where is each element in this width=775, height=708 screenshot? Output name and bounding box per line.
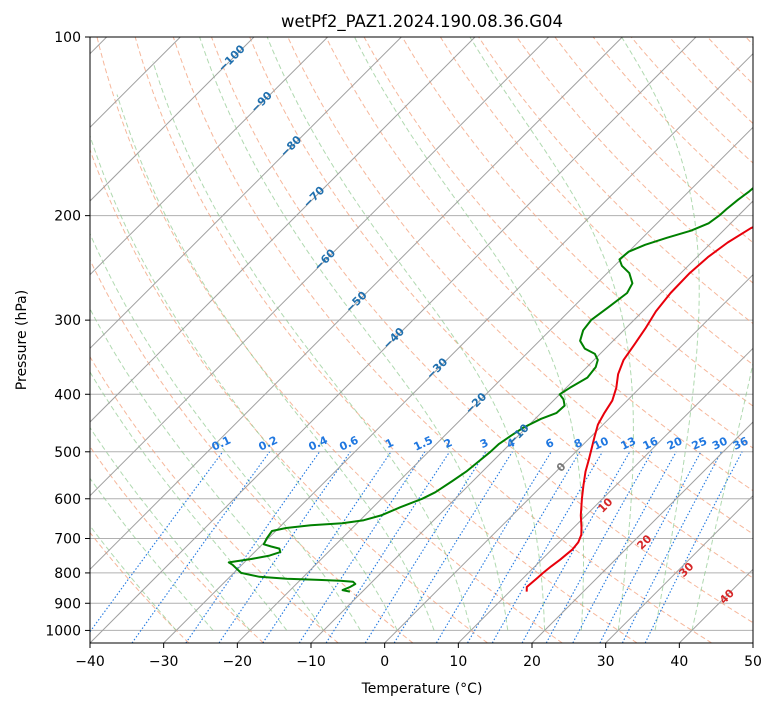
mixing-ratio-label: 13 [619,434,638,452]
x-tick-label: 40 [670,654,688,670]
x-tick-label: 10 [449,654,467,670]
mixing-ratio-label: 16 [641,434,661,452]
isotherm-line [310,200,753,643]
isotherm-line [90,37,255,202]
isotherm-line [531,421,753,643]
y-tick-label: 300 [54,313,81,329]
mixing-ratio-line [644,451,743,643]
x-tick-label: −20 [223,654,253,670]
isotherm-line [605,494,753,643]
moist-adiabat-line [469,37,634,631]
y-axis: 100 200 300 400 500 600 700 800 900 1000 [45,30,90,639]
y-axis-label: Pressure (hPa) [14,290,30,390]
dry-adiabat-line [90,531,190,643]
dry-adiabat-line [287,37,753,535]
y-tick-label: 800 [54,566,81,582]
moist-adiabat-line [266,37,546,631]
dry-adiabat-line [96,37,563,643]
series-layer [227,186,753,593]
mixing-ratio-label: 30 [710,434,730,452]
y-tick-label: 100 [54,30,81,46]
x-tick-label: 20 [523,654,541,670]
moist-adiabat-line [199,37,509,631]
temperature-profile-line [525,226,753,592]
isotherm-line [236,126,753,643]
mixing-ratio-line [218,451,351,643]
isotherm-line [90,37,329,276]
y-tick-label: 200 [54,209,81,225]
x-tick-label: −40 [75,654,105,670]
y-tick-label: 600 [54,492,81,508]
mixing-ratio-line [491,451,603,643]
mixing-ratio-label: 25 [690,434,709,452]
dry-adiabat-line [90,258,414,643]
mixing-ratio-line [90,451,224,633]
y-tick-label: 500 [54,445,81,461]
background-lines [90,37,753,643]
moist-adiabat-line [90,307,325,631]
mixing-ratio-label: 20 [665,434,685,452]
mixing-ratio-line [298,451,426,643]
x-tick-label: 0 [380,654,389,670]
moist-adiabat-line [354,37,584,631]
x-tick-label: 50 [744,654,762,670]
y-tick-label: 900 [54,596,81,612]
dry-adiabat-line [592,37,753,204]
y-tick-label: 1000 [45,623,81,639]
moist-adiabat-line [90,371,288,631]
mixing-ratio-line [364,451,487,643]
mixing-ratio-line [572,451,677,643]
dry-adiabat-line [401,37,753,407]
isotherm-line [384,273,753,643]
dry-adiabat-line [439,37,753,366]
moist-adiabat-line [90,426,251,631]
mixing-ratio-line [599,451,702,643]
isotherm-line [90,37,550,497]
isotherm-line [90,37,623,571]
moist-adiabat-line [691,361,753,631]
x-tick-label: −30 [149,654,179,670]
x-tick-label: −10 [296,654,326,670]
y-tick-label: 700 [54,532,81,548]
moist-adiabat-line [621,37,700,631]
x-tick-label: 30 [597,654,615,670]
moist-adiabat-line [152,61,472,631]
mixing-ratio-line [185,451,321,643]
x-axis-label: Temperature (°C) [361,681,483,697]
plot-frame [89,36,754,644]
dry-adiabat-line [211,37,753,624]
chart-title: wetPf2_PAZ1.2024.190.08.36.G04 [281,12,563,32]
dewpoint-profile-line [227,186,753,593]
dry-adiabat-line [325,37,753,492]
y-tick-label: 400 [54,387,81,403]
mixing-ratio-label: 10 [591,434,611,452]
isotherm-line [90,37,402,350]
dry-adiabat-line [249,37,753,579]
x-axis: −40 −30 −20 −10 0 10 20 30 40 50 [75,643,762,670]
isotherm-line [90,37,697,643]
dry-adiabat-line [172,37,712,643]
mixing-ratio-line [131,451,271,643]
moist-adiabat-line [90,232,361,631]
dry-adiabat-line [90,148,488,643]
mixing-ratio-label: 36 [731,434,751,452]
isotherm-line [457,347,753,643]
mixing-ratio-line [435,451,552,643]
isotherm-line [90,37,476,423]
dry-adiabat-line [90,355,339,643]
dry-adiabat-line [134,37,638,643]
dry-adiabat-line [478,37,753,325]
moist-adiabat-line [116,94,435,631]
mixing-ratio-line [325,451,451,643]
